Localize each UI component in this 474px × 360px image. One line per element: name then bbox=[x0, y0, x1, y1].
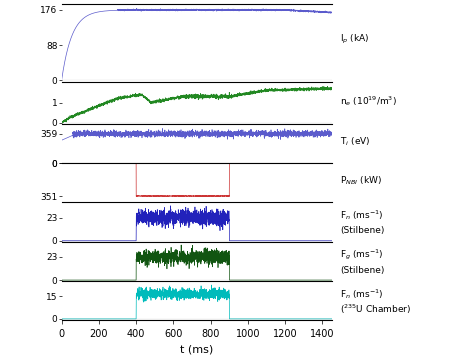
Text: n$_e$ (10$^{19}$/m$^3$): n$_e$ (10$^{19}$/m$^3$) bbox=[340, 94, 397, 108]
Text: (Stilbene): (Stilbene) bbox=[340, 266, 384, 275]
Text: (Stilbene): (Stilbene) bbox=[340, 226, 384, 235]
Text: F$_n$ (ms$^{-1}$): F$_n$ (ms$^{-1}$) bbox=[340, 208, 383, 222]
Text: T$_i$ (eV): T$_i$ (eV) bbox=[340, 135, 370, 148]
Text: I$_p$ (kA): I$_p$ (kA) bbox=[340, 32, 369, 45]
Text: ($^{235}$U Chamber): ($^{235}$U Chamber) bbox=[340, 303, 411, 316]
Text: F$_n$ (ms$^{-1}$): F$_n$ (ms$^{-1}$) bbox=[340, 287, 383, 301]
Text: F$_g$ (ms$^{-1}$): F$_g$ (ms$^{-1}$) bbox=[340, 247, 383, 262]
X-axis label: t (ms): t (ms) bbox=[180, 345, 213, 355]
Text: P$_{NBI}$ (kW): P$_{NBI}$ (kW) bbox=[340, 175, 382, 187]
